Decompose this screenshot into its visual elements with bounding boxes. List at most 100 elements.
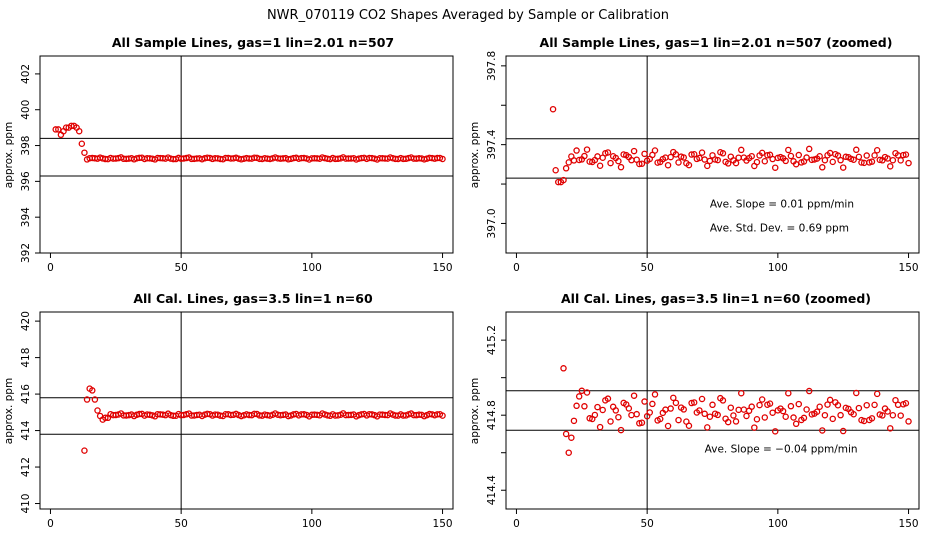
x-tick-label: 0 (513, 518, 520, 530)
data-point (900, 151, 907, 159)
data-point (439, 412, 446, 419)
y-tick-label: 415.2 (486, 325, 498, 355)
data-point (617, 163, 625, 171)
x-tick-label: 50 (640, 518, 653, 530)
data-point (654, 159, 661, 166)
data-point (886, 163, 894, 170)
data-point (612, 407, 620, 414)
data-point (853, 146, 860, 154)
data-point (615, 413, 622, 421)
data-point (730, 412, 737, 419)
x-tick-label: 0 (513, 262, 520, 274)
data-point (638, 419, 646, 426)
data-point (667, 153, 674, 161)
panel-title: All Cal. Lines, gas=3.5 lin=1 n=60 (133, 291, 373, 306)
data-point (761, 157, 769, 165)
data-point (871, 401, 878, 409)
data-point (630, 392, 638, 399)
data-point (863, 401, 870, 409)
data-point (834, 152, 842, 159)
data-point (766, 400, 774, 407)
data-point (732, 159, 740, 167)
data-point (688, 151, 695, 158)
data-point (858, 159, 865, 166)
data-point (839, 164, 847, 171)
data-point (549, 105, 557, 113)
data-point (670, 394, 677, 402)
x-tick-label: 100 (302, 262, 322, 274)
data-point (876, 156, 884, 164)
data-point (769, 409, 776, 416)
data-point (651, 391, 659, 398)
data-point (905, 159, 912, 167)
data-point (829, 158, 836, 166)
data-point (641, 150, 648, 158)
data-point (562, 430, 570, 438)
data-point (892, 396, 899, 404)
data-point (897, 412, 904, 419)
data-point (680, 406, 687, 413)
x-tick-label: 50 (174, 518, 187, 530)
y-tick-label: 394 (20, 207, 32, 227)
data-point (795, 400, 803, 408)
x-tick-label: 0 (47, 518, 54, 530)
data-point (779, 407, 787, 415)
panel-sample-lines: All Sample Lines, gas=1 lin=2.01 n=507 a… (3, 35, 454, 274)
y-tick-label: 400 (20, 100, 32, 120)
panel-title: All Sample Lines, gas=1 lin=2.01 n=507 (112, 35, 394, 50)
data-point (575, 393, 583, 400)
data-point (871, 152, 878, 159)
data-point (855, 404, 863, 412)
x-tick-label: 50 (174, 262, 187, 274)
data-point (800, 414, 808, 422)
annotation: Ave. Slope = −0.04 ppm/min (705, 444, 858, 456)
data-point (753, 415, 761, 423)
data-point (656, 415, 664, 423)
data-point (863, 152, 870, 159)
data-point (753, 158, 761, 166)
x-tick-label: 100 (302, 518, 322, 530)
y-tick-label: 420 (20, 311, 32, 331)
data-point (850, 156, 857, 164)
data-point (816, 403, 823, 410)
data-point (787, 402, 795, 410)
data-point (565, 449, 572, 456)
data-point (91, 396, 99, 403)
data-point (583, 146, 591, 153)
x-tick-label: 100 (768, 262, 788, 274)
data-point (690, 151, 698, 158)
data-point (758, 396, 766, 403)
figure-title: NWR_070119 CO2 Shapes Averaged by Sample… (267, 8, 669, 23)
y-tick-label: 414.4 (486, 475, 498, 505)
y-axis-label: approx. ppm (3, 378, 15, 444)
x-tick-label: 150 (899, 262, 919, 274)
data-point (834, 402, 842, 409)
y-tick-label: 418 (20, 348, 32, 368)
data-point (607, 418, 614, 425)
data-point (607, 159, 614, 167)
data-point (758, 149, 766, 157)
data-point (826, 396, 834, 404)
annotation: Ave. Slope = 0.01 ppm/min (710, 199, 854, 211)
y-tick-label: 414.8 (486, 400, 498, 430)
data-point (792, 420, 800, 428)
y-tick-label: 392 (20, 243, 32, 263)
panel-title: All Cal. Lines, gas=3.5 lin=1 n=60 (zoom… (561, 291, 871, 306)
panel-title: All Sample Lines, gas=1 lin=2.01 n=507 (… (540, 35, 893, 50)
data-point (586, 415, 593, 422)
data-point (764, 152, 771, 159)
data-point (724, 160, 732, 167)
data-point (813, 408, 821, 416)
y-tick-label: 414 (20, 420, 32, 440)
x-tick-label: 150 (433, 518, 453, 530)
data-point (829, 415, 836, 423)
data-point (334, 412, 342, 419)
y-tick-label: 416 (20, 384, 32, 404)
plot-frame (505, 55, 920, 254)
data-point (771, 164, 779, 171)
data-point (633, 410, 640, 418)
data-point (748, 152, 755, 160)
data-point (102, 414, 109, 422)
data-point (649, 400, 656, 408)
data-point (821, 156, 829, 164)
